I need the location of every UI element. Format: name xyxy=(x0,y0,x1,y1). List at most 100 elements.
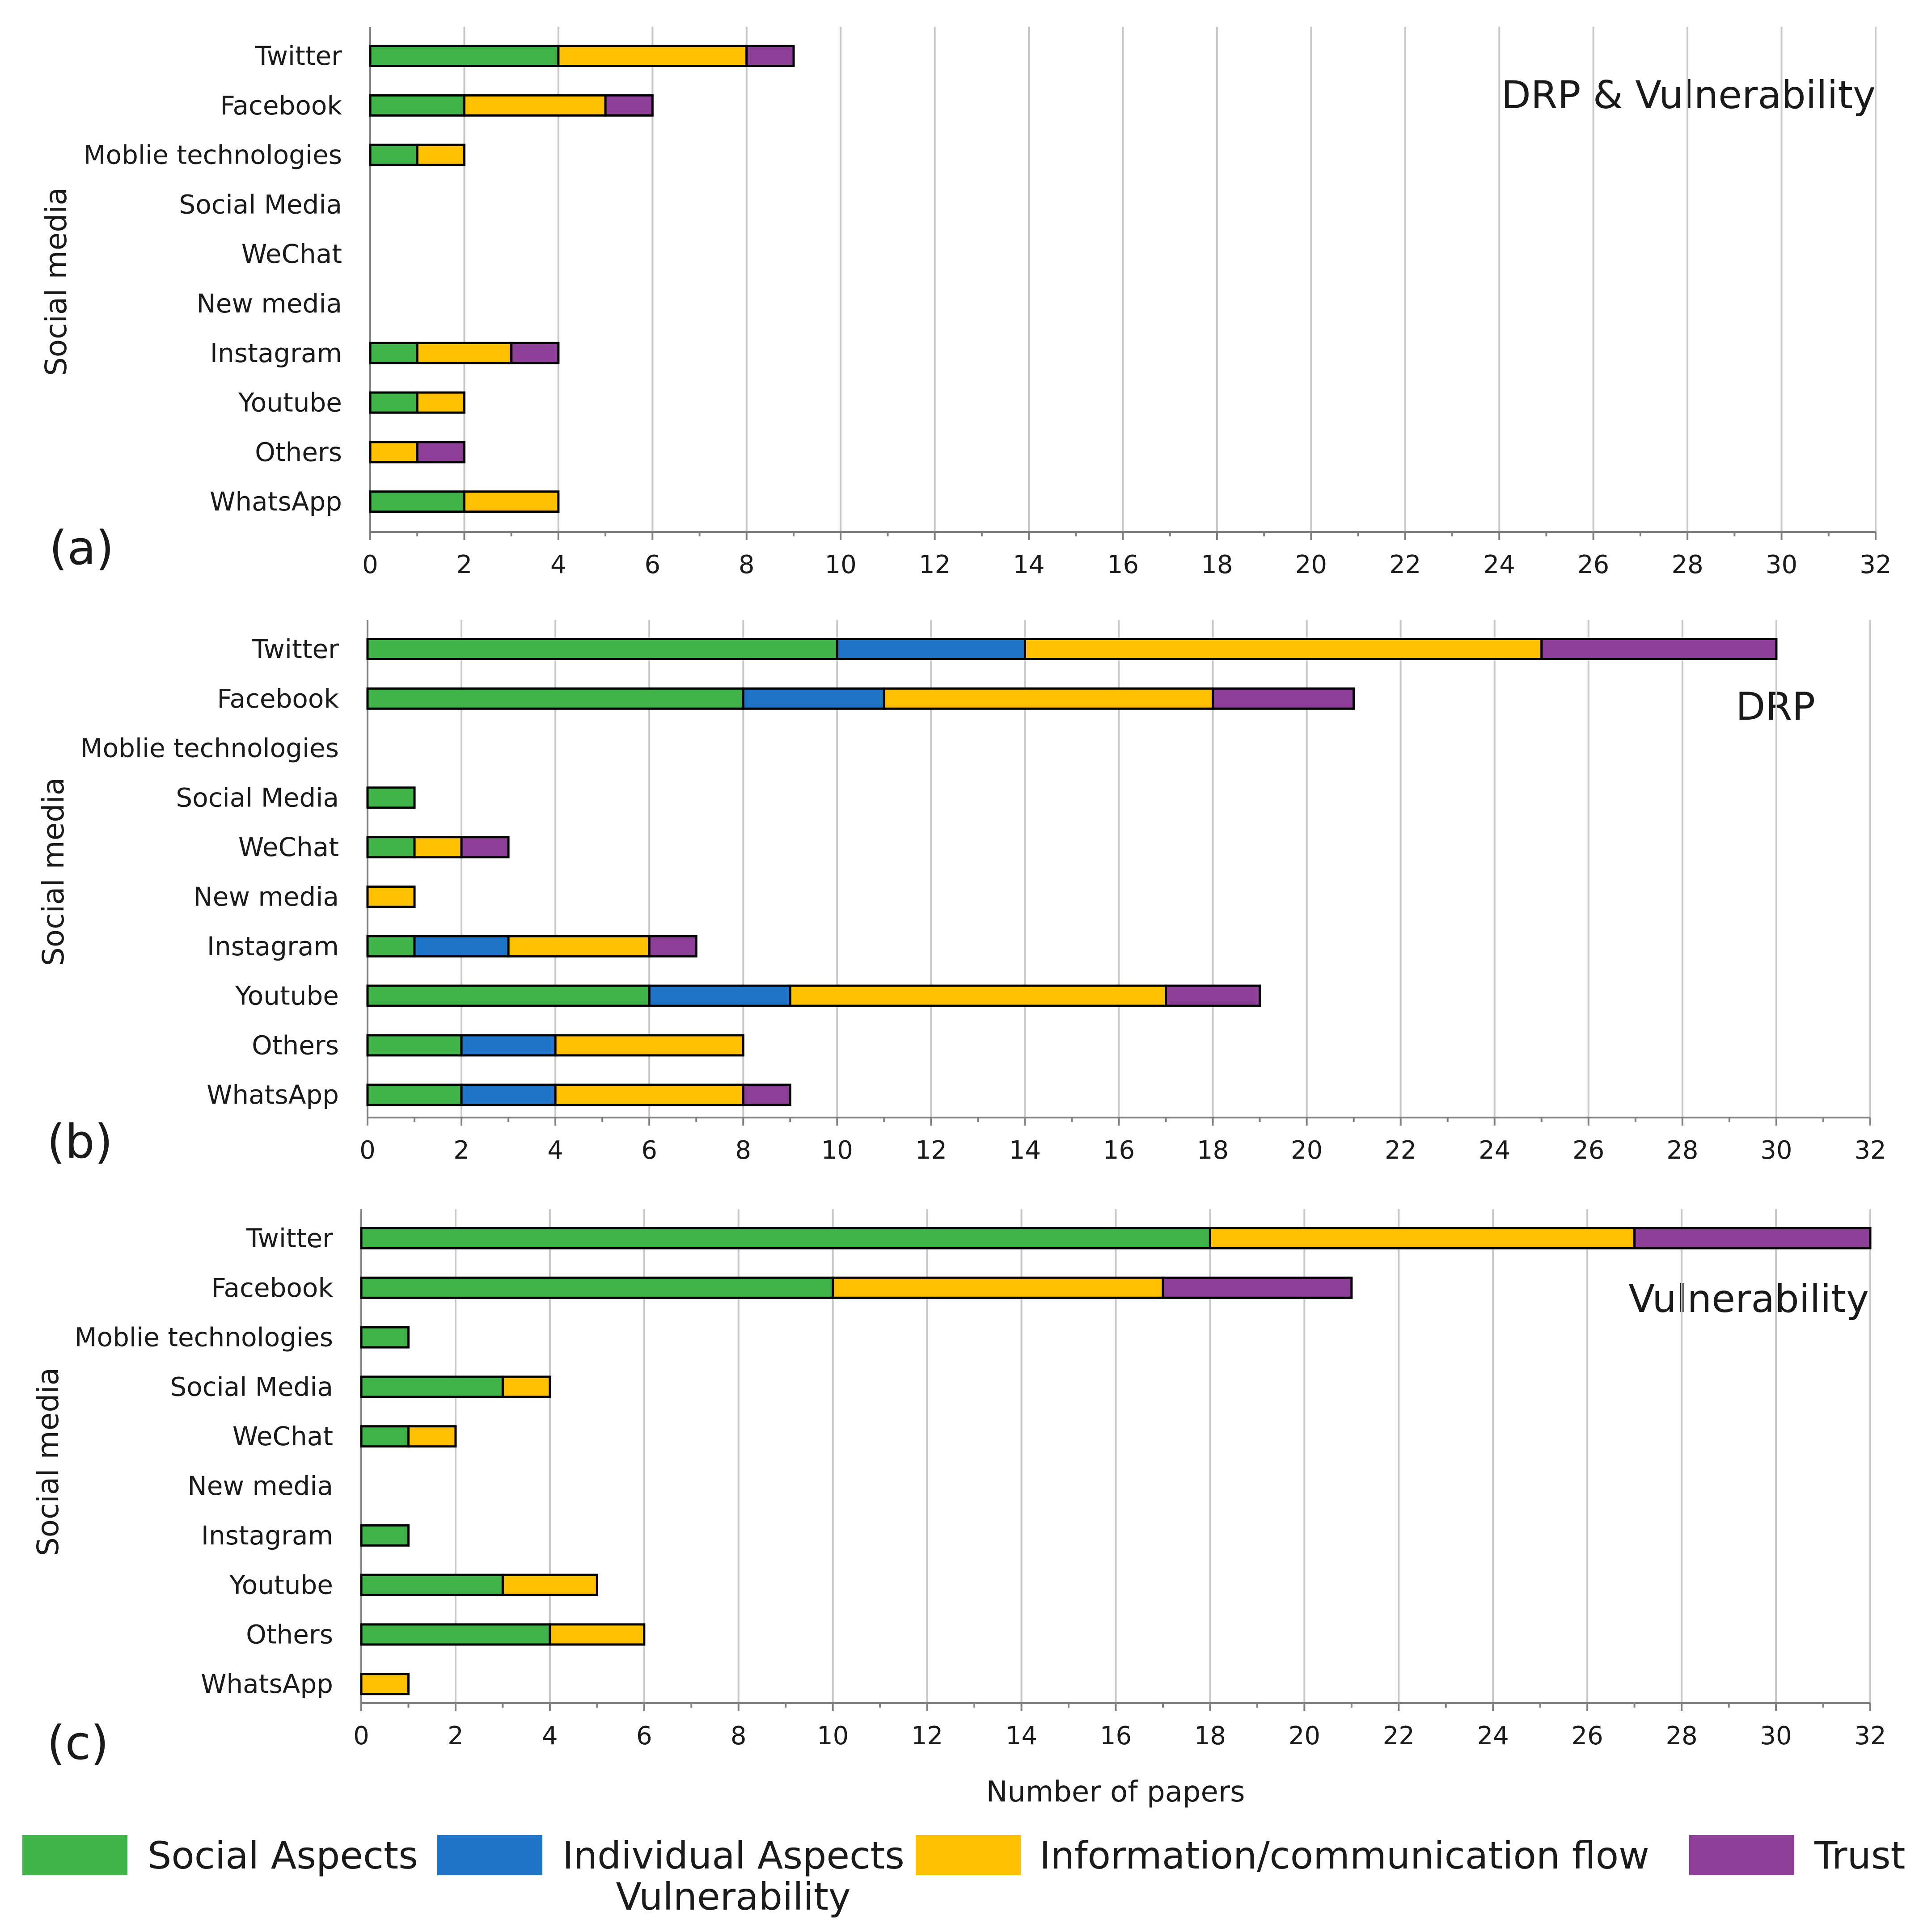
panel-b-bar-info xyxy=(366,886,416,908)
panel-b-category-label: Youtube xyxy=(235,981,339,1011)
panel-c-x-tick-label: 12 xyxy=(911,1721,943,1751)
panel-a-category-label: WeChat xyxy=(241,239,342,269)
panel-b-category-label: Instagram xyxy=(207,931,339,962)
panel-a-bar-social xyxy=(369,391,418,414)
panel-c-x-tick-label: 20 xyxy=(1289,1721,1320,1751)
panel-a-x-tick-label: 16 xyxy=(1107,550,1139,579)
panel-b-bar-trust xyxy=(1540,638,1778,660)
panel-c-bar-info xyxy=(1209,1227,1636,1249)
panel-a-x-tick-label: 32 xyxy=(1860,550,1891,579)
legend-swatch-trust xyxy=(1689,1835,1794,1875)
panel-b-x-tick-label: 12 xyxy=(915,1136,947,1165)
panel-c-category-label: Facebook xyxy=(211,1273,333,1303)
panel-b-bar-individual xyxy=(836,638,1026,660)
panel-a-x-tick-label: 22 xyxy=(1389,550,1421,579)
panel-b-bar-info xyxy=(413,836,463,859)
panel-b-bar-individual xyxy=(413,935,510,958)
x-axis-label: Number of papers xyxy=(986,1776,1245,1809)
panel-a-bar-info xyxy=(416,391,465,414)
panel-b-x-tick-label: 30 xyxy=(1760,1136,1792,1165)
panel-a-category-label: Twitter xyxy=(255,41,342,71)
panel-c-bar-social xyxy=(360,1623,551,1646)
legend-subtitle-vulnerability: Vulnerability xyxy=(616,1875,850,1919)
panel-c-bar-info xyxy=(407,1425,457,1448)
panel-c-category-label: Social Media xyxy=(170,1371,333,1402)
panel-b-bar-individual xyxy=(460,1084,557,1106)
panel-a-x-tick-label: 28 xyxy=(1671,550,1703,579)
panel-b-x-tick-label: 8 xyxy=(735,1136,751,1165)
panel-b-bar-trust xyxy=(1212,687,1355,710)
panel-c-x-tick-label: 14 xyxy=(1006,1721,1037,1751)
panel-a-bar-trust xyxy=(745,45,795,67)
panel-b-bar-individual xyxy=(648,984,791,1007)
panel-c-bar-social xyxy=(360,1227,1211,1249)
panel-a-category-label: Others xyxy=(255,437,342,467)
panel-b-x-tick-label: 6 xyxy=(641,1136,657,1165)
panel-c-category-label: Moblie technologies xyxy=(75,1322,333,1353)
panel-b-bar-trust xyxy=(460,836,510,859)
panel-c-bar-social xyxy=(360,1375,504,1398)
panel-a-y-axis-label: Social media xyxy=(39,187,73,376)
panel-b-category-label: Others xyxy=(252,1030,339,1060)
panel-c-x-tick-label: 30 xyxy=(1760,1721,1792,1751)
panel-c-x-tick-label: 18 xyxy=(1194,1721,1226,1751)
panel-c-category-label: Others xyxy=(246,1619,333,1649)
panel-b-category-label: Moblie technologies xyxy=(80,733,339,764)
panel-c-bar-social xyxy=(360,1425,410,1448)
panel-c-bar-info xyxy=(832,1276,1164,1299)
panel-a-bar-social xyxy=(369,143,418,166)
panel-c-title: Vulnerability xyxy=(1628,1277,1869,1321)
panel-a-x-tick-label: 24 xyxy=(1484,550,1515,579)
panel-c-bar-social xyxy=(360,1276,834,1299)
panel-a-x-tick-label: 30 xyxy=(1766,550,1797,579)
panel-c-x-tick-label: 28 xyxy=(1665,1721,1697,1751)
panel-b-bar-social xyxy=(366,836,416,859)
panel-b-x-tick-label: 20 xyxy=(1291,1136,1323,1165)
panel-a-letter: (a) xyxy=(49,521,114,575)
panel-a-x-tick-label: 10 xyxy=(825,550,857,579)
panel-a-x-tick-label: 8 xyxy=(739,550,755,579)
panel-a-bar-social xyxy=(369,342,418,364)
panel-b-bar-info xyxy=(789,984,1167,1007)
panel-a-bar-info xyxy=(416,342,513,364)
panel-b-bar-info xyxy=(554,1084,744,1106)
panel-c-bar-trust xyxy=(1633,1227,1872,1249)
panel-b-bar-social xyxy=(366,1084,463,1106)
panel-b-bar-social xyxy=(366,786,416,809)
panel-b-x-tick-label: 26 xyxy=(1572,1136,1604,1165)
panel-a-x-tick-label: 2 xyxy=(457,550,473,579)
panel-a-bar-info xyxy=(416,143,465,166)
panel-c-bar-trust xyxy=(1162,1276,1353,1299)
panel-b-bar-social xyxy=(366,1034,463,1057)
panel-c-x-tick-label: 22 xyxy=(1383,1721,1415,1751)
panel-c-x-tick-label: 24 xyxy=(1477,1721,1509,1751)
panel-a-x-tick-label: 6 xyxy=(644,550,660,579)
panel-a-x-tick-label: 26 xyxy=(1577,550,1609,579)
panel-a-x-tick-label: 4 xyxy=(550,550,566,579)
panel-b-x-tick-label: 10 xyxy=(821,1136,853,1165)
panel-a-bar-trust xyxy=(416,441,465,464)
panel-b-bar-social xyxy=(366,638,838,660)
legend-label-individual-aspects: Individual Aspects xyxy=(562,1834,905,1877)
panel-c-x-tick-label: 32 xyxy=(1854,1721,1886,1751)
panel-b-x-tick-label: 16 xyxy=(1103,1136,1135,1165)
panel-b-x-tick-label: 18 xyxy=(1197,1136,1229,1165)
panel-c-x-tick-label: 26 xyxy=(1572,1721,1603,1751)
panel-c-bar-info xyxy=(501,1573,598,1596)
panel-b-category-label: Social Media xyxy=(176,782,339,813)
panel-a-x-tick-label: 14 xyxy=(1013,550,1044,579)
panel-a-bar-social xyxy=(369,94,465,117)
panel-a-bar-social xyxy=(369,45,560,67)
panel-b-bar-info xyxy=(883,687,1214,710)
panel-b-bar-trust xyxy=(742,1084,791,1106)
panel-b-x-tick-label: 0 xyxy=(359,1136,376,1165)
legend-swatch-individual-aspects xyxy=(437,1835,542,1875)
panel-c-category-label: Twitter xyxy=(246,1223,334,1253)
panel-b-letter: (b) xyxy=(47,1114,113,1169)
panel-c-x-tick-label: 6 xyxy=(636,1721,652,1751)
panel-b-x-tick-label: 32 xyxy=(1854,1136,1886,1165)
panel-c-x-tick-label: 10 xyxy=(817,1721,849,1751)
panel-b-bar-social xyxy=(366,935,416,958)
panel-b-category-label: Twitter xyxy=(252,634,339,664)
